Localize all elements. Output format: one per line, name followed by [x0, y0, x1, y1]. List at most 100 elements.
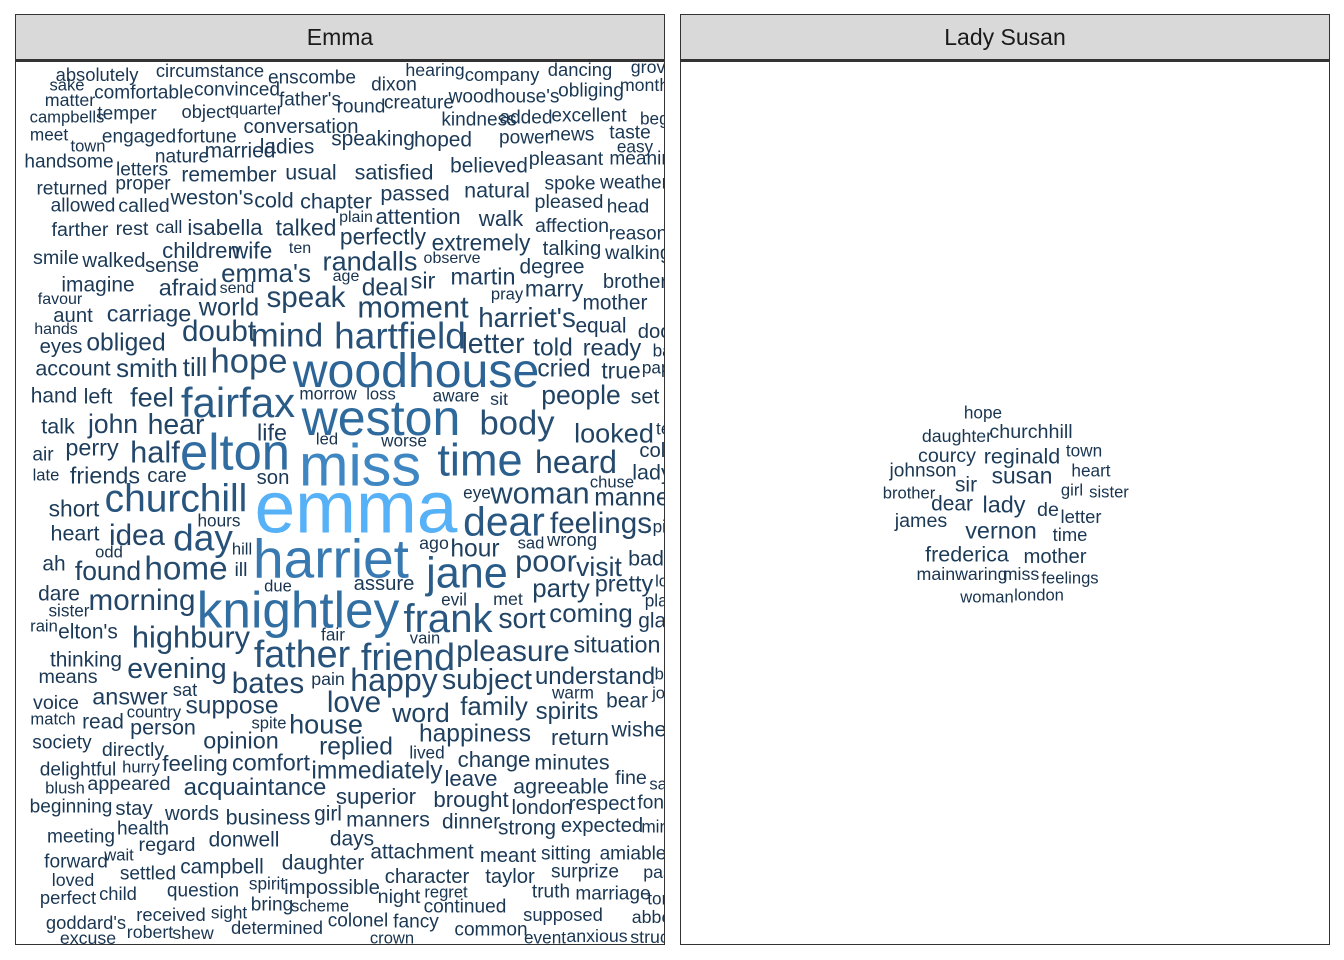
word-delightful: delightful	[39, 759, 117, 781]
word-father-s: father's	[278, 89, 342, 111]
word-mother: mother	[582, 291, 648, 315]
word-meant: meant	[479, 844, 537, 867]
word-subject: subject	[442, 663, 532, 696]
word-affection: affection	[534, 215, 610, 238]
word-emma: emma	[254, 467, 458, 549]
word-truth: truth	[531, 881, 571, 903]
word-pretty: pretty	[594, 570, 654, 597]
word-equal: equal	[575, 314, 627, 338]
word-believed: believed	[450, 154, 528, 178]
word-brought: brought	[433, 786, 509, 812]
word-courcy: courcy	[918, 445, 976, 468]
word-talked: talked	[275, 214, 337, 241]
word-hoped: hoped	[413, 128, 473, 152]
word-abbey: abbey	[631, 907, 664, 928]
word-common: common	[454, 919, 528, 941]
word-walk: walk	[478, 205, 524, 231]
facet-lady-susan: Lady Susan hope daughter churchhill courcy r…	[680, 14, 1330, 945]
word-regret: regret	[424, 882, 468, 902]
word-dinner: dinner	[441, 810, 501, 834]
word-safe: safe	[649, 774, 664, 794]
word-sat: sat	[172, 678, 198, 700]
word-fortune: fortune	[177, 126, 237, 148]
word-hear: hear	[147, 408, 205, 441]
word-married: married	[204, 139, 276, 163]
facet-emma: Emma emma miss harriet weston woodhouse knigh…	[15, 14, 665, 945]
word-extremely: extremely	[431, 229, 531, 256]
word-fond: fond	[637, 792, 664, 814]
word-town: town	[70, 136, 106, 156]
word-society: society	[32, 732, 92, 754]
word-aware: aware	[432, 385, 480, 406]
word-taylor: taylor	[485, 865, 535, 888]
word-determined: determined	[230, 916, 324, 938]
word-ladies: ladies	[259, 135, 315, 159]
word-degree: degree	[519, 255, 585, 279]
word-tone: tone	[647, 888, 664, 909]
word-shew: shew	[172, 923, 214, 944]
word-respect: respect	[568, 792, 636, 815]
word-time: time	[437, 434, 523, 486]
word-carriage: carriage	[106, 300, 192, 327]
word-mind: mind	[250, 317, 324, 355]
word-ill: ill	[234, 559, 248, 582]
word-engaged: engaged	[101, 126, 177, 148]
word-attachment: attachment	[370, 840, 474, 864]
word-london: london	[1014, 585, 1064, 605]
word-bad: bad	[628, 546, 664, 571]
word-churchill: churchill	[104, 477, 248, 521]
word-vernon: vernon	[965, 517, 1037, 544]
word-convinced: convinced	[194, 79, 280, 101]
word-forward: forward	[44, 851, 108, 873]
word-party: party	[532, 575, 590, 604]
word-miss: miss	[298, 431, 422, 499]
word-children: children	[162, 237, 240, 263]
word-opinion: opinion	[203, 727, 279, 754]
word-agreeable: agreeable	[513, 774, 609, 799]
word-change: change	[457, 746, 531, 772]
word-sort: sort	[498, 602, 546, 635]
word-hearing: hearing	[405, 61, 465, 81]
word-brother: brother	[602, 270, 665, 293]
word-pleased: pleased	[534, 191, 604, 214]
word-left: left	[83, 384, 113, 409]
word-isabella: isabella	[187, 214, 263, 240]
word-quarter: quarter	[229, 99, 283, 119]
word-cried: cried	[537, 355, 591, 383]
word-frederica: frederica	[925, 542, 1009, 567]
word-pray: pray	[490, 284, 524, 304]
word-plain: plain	[339, 209, 373, 226]
word-night: night	[377, 886, 421, 909]
word-chuse: chuse	[589, 472, 635, 492]
word-letter: letter	[1060, 505, 1102, 527]
word-woman: woman	[490, 475, 590, 511]
word-surprize: surprize	[551, 861, 619, 883]
word-absolutely: absolutely	[55, 63, 139, 85]
word-girl: girl	[314, 802, 342, 826]
word-handsome: handsome	[24, 151, 114, 173]
word-beginning: beginning	[29, 796, 113, 818]
word-circumstance: circumstance	[155, 61, 265, 81]
word-bear: bear	[606, 689, 648, 713]
word-eye: eye	[463, 482, 491, 503]
word-letter: letter	[461, 327, 525, 360]
word-imagine: imagine	[61, 273, 135, 297]
word-sister: sister	[1089, 482, 1129, 502]
word-feel: feel	[130, 381, 174, 413]
word-fair: fair	[321, 624, 345, 645]
word-lady: lady	[632, 460, 664, 485]
word-worse: worse	[381, 430, 427, 451]
word-idea: idea	[109, 519, 165, 553]
word-rain: rain	[30, 616, 58, 636]
word-afraid: afraid	[158, 274, 218, 301]
word-meaning: meaning	[609, 148, 664, 170]
word-woodhouse: woodhouse	[292, 343, 540, 398]
word-called: called	[118, 195, 170, 218]
word-feelings: feelings	[549, 507, 653, 541]
word-taste: taste	[609, 122, 651, 144]
word-age: age	[332, 268, 360, 285]
word-leave: leave	[444, 765, 498, 791]
word-power: power	[498, 127, 552, 149]
word-hartfield: hartfield	[334, 315, 466, 357]
word-head: head	[606, 196, 650, 218]
